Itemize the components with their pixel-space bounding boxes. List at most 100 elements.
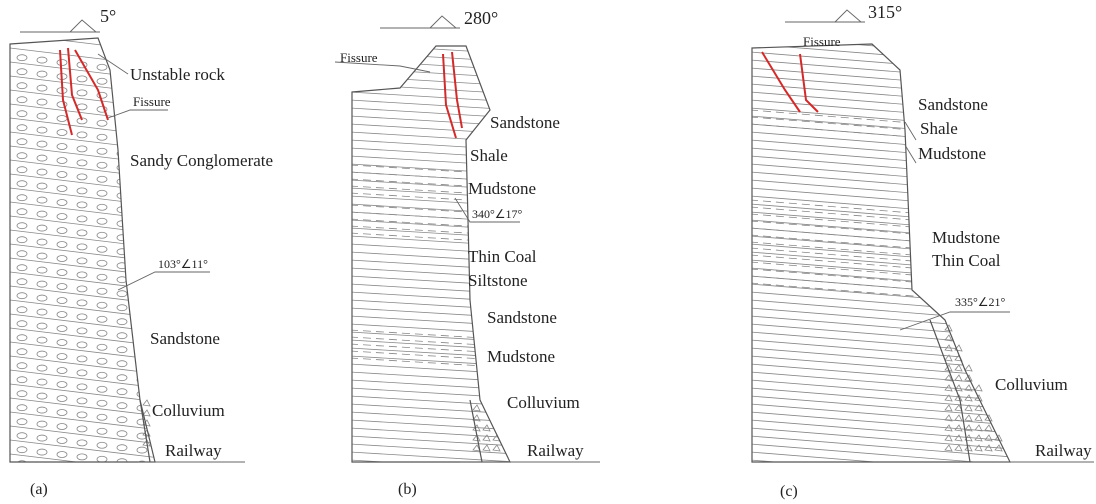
- pebble: [17, 447, 27, 453]
- pebble: [77, 146, 87, 152]
- pebble: [137, 307, 147, 313]
- bedding-line: [350, 76, 512, 86]
- bedding-line: [750, 196, 1012, 217]
- bedding-line: [350, 84, 512, 94]
- geology-figure: 5°(a)Unstable rockFissureSandy Conglomer…: [0, 0, 1096, 504]
- pebble: [77, 216, 87, 222]
- bedding-line: [350, 236, 512, 246]
- pebble: [77, 258, 87, 264]
- pebble: [157, 239, 167, 245]
- pebble: [37, 71, 47, 77]
- pebble: [137, 251, 147, 257]
- bedding-line: [750, 308, 1012, 329]
- pebble: [17, 237, 27, 243]
- bedding-line: [350, 372, 512, 382]
- orientation: 280°: [464, 8, 498, 28]
- pebble: [17, 139, 27, 145]
- pebble: [157, 393, 167, 399]
- pebble: [77, 90, 87, 96]
- layer-label: Unstable rock: [130, 65, 225, 84]
- pebble: [37, 183, 47, 189]
- colluvium-mark: [493, 445, 500, 451]
- bedding-line: [10, 216, 160, 234]
- bedding-line: [10, 188, 160, 206]
- layer-label: 335°∠21°: [955, 295, 1006, 309]
- bedding-line: [750, 28, 1012, 49]
- pebble: [97, 358, 107, 364]
- layer-label: Railway: [165, 441, 222, 460]
- pebble: [57, 241, 67, 247]
- colluvium-mark: [985, 445, 992, 451]
- pebble: [117, 445, 127, 451]
- pebble: [137, 111, 147, 117]
- pebble: [17, 391, 27, 397]
- bedding-line: [10, 314, 160, 332]
- bedding-line: [750, 460, 1012, 481]
- pebble: [77, 230, 87, 236]
- pebble: [37, 365, 47, 371]
- bedding-line: [10, 244, 160, 262]
- colluvium-mark: [955, 375, 962, 381]
- bedding-line: [750, 356, 1012, 377]
- pebble: [97, 190, 107, 196]
- pebble: [137, 321, 147, 327]
- pebble: [57, 437, 67, 443]
- pebble: [57, 451, 67, 457]
- pebble: [37, 393, 47, 399]
- pebble: [117, 347, 127, 353]
- pebble: [117, 81, 127, 87]
- pebble: [57, 465, 67, 471]
- colluvium-mark: [965, 365, 972, 371]
- layer-label: Sandstone: [487, 308, 557, 327]
- bedding-line: [10, 132, 160, 150]
- bedding-line: [750, 52, 1012, 73]
- pebble: [17, 153, 27, 159]
- bedding-line: [750, 188, 1012, 209]
- pebble: [97, 386, 107, 392]
- pebble: [157, 309, 167, 315]
- bedding-line: [350, 132, 512, 142]
- pebble: [157, 127, 167, 133]
- pebble: [137, 363, 147, 369]
- pebble: [37, 225, 47, 231]
- pebble: [77, 160, 87, 166]
- pebble: [17, 405, 27, 411]
- layer-label: Railway: [527, 441, 584, 460]
- pebble: [57, 311, 67, 317]
- pebble: [157, 421, 167, 427]
- bedding-line: [10, 300, 160, 318]
- pebble: [97, 470, 107, 476]
- pebble: [17, 363, 27, 369]
- bedding-line: [750, 324, 1012, 345]
- pebble: [17, 223, 27, 229]
- pebble: [57, 255, 67, 261]
- bedding-line: [350, 404, 512, 414]
- pebble: [57, 59, 67, 65]
- pebble: [37, 463, 47, 469]
- pebble: [157, 197, 167, 203]
- pebble: [37, 85, 47, 91]
- pebble: [17, 433, 27, 439]
- panel-caption: (b): [398, 481, 417, 498]
- pebble: [97, 204, 107, 210]
- layer-label: Railway: [1035, 441, 1092, 460]
- colluvium-mark: [955, 365, 962, 371]
- colluvium-mark: [955, 435, 962, 441]
- pebble: [17, 279, 27, 285]
- pebble: [117, 473, 127, 479]
- pebble: [97, 414, 107, 420]
- pebble: [117, 179, 127, 185]
- pebble: [97, 218, 107, 224]
- pebble: [77, 314, 87, 320]
- layer-label: Colluvium: [507, 393, 580, 412]
- pebble: [77, 272, 87, 278]
- bedding-line: [350, 28, 512, 38]
- pebble: [17, 111, 27, 117]
- pebble: [117, 249, 127, 255]
- pebble: [57, 227, 67, 233]
- pebble: [77, 426, 87, 432]
- pebble: [17, 251, 27, 257]
- bedding-line: [350, 116, 512, 126]
- pebble: [57, 269, 67, 275]
- bedding-line: [750, 164, 1012, 185]
